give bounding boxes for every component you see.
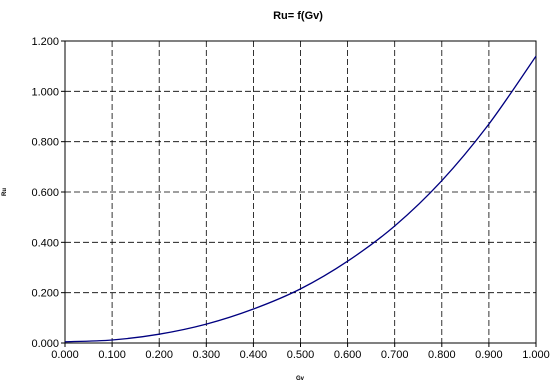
y-tick-label: 0.200 <box>31 288 59 300</box>
y-tick-label: 0.000 <box>31 338 59 350</box>
x-tick-label: 0.600 <box>334 349 362 361</box>
chart-title: Ru= f(Gv) <box>273 10 323 22</box>
x-tick-label: 1.000 <box>522 349 550 361</box>
y-tick-label: 1.200 <box>31 36 59 48</box>
x-axis-ticks: 0.000 0.100 0.200 0.300 0.400 0.500 0.600 0.700… <box>51 343 550 361</box>
y-axis-ticks: 0.000 0.200 0.400 0.600 0.800 1.000 1.200 <box>31 36 65 350</box>
y-axis-label: Ru <box>2 188 8 196</box>
x-tick-label: 0.400 <box>240 349 268 361</box>
y-tick-label: 0.600 <box>31 187 59 199</box>
x-tick-label: 0.900 <box>475 349 503 361</box>
x-tick-label: 0.500 <box>287 349 315 361</box>
y-tick-label: 1.000 <box>31 86 59 98</box>
x-tick-label: 0.100 <box>98 349 126 361</box>
series-line-0 <box>64 55 537 343</box>
gridlines <box>65 41 536 343</box>
x-axis-label: Gv <box>296 376 305 382</box>
y-tick-label: 0.800 <box>31 137 59 149</box>
series-layer <box>64 55 537 343</box>
x-tick-label: 0.200 <box>145 349 173 361</box>
y-tick-label: 0.400 <box>31 237 59 249</box>
x-tick-label: 0.800 <box>428 349 456 361</box>
x-tick-label: 0.700 <box>381 349 409 361</box>
x-tick-label: 0.300 <box>193 349 221 361</box>
x-tick-label: 0.000 <box>51 349 79 361</box>
